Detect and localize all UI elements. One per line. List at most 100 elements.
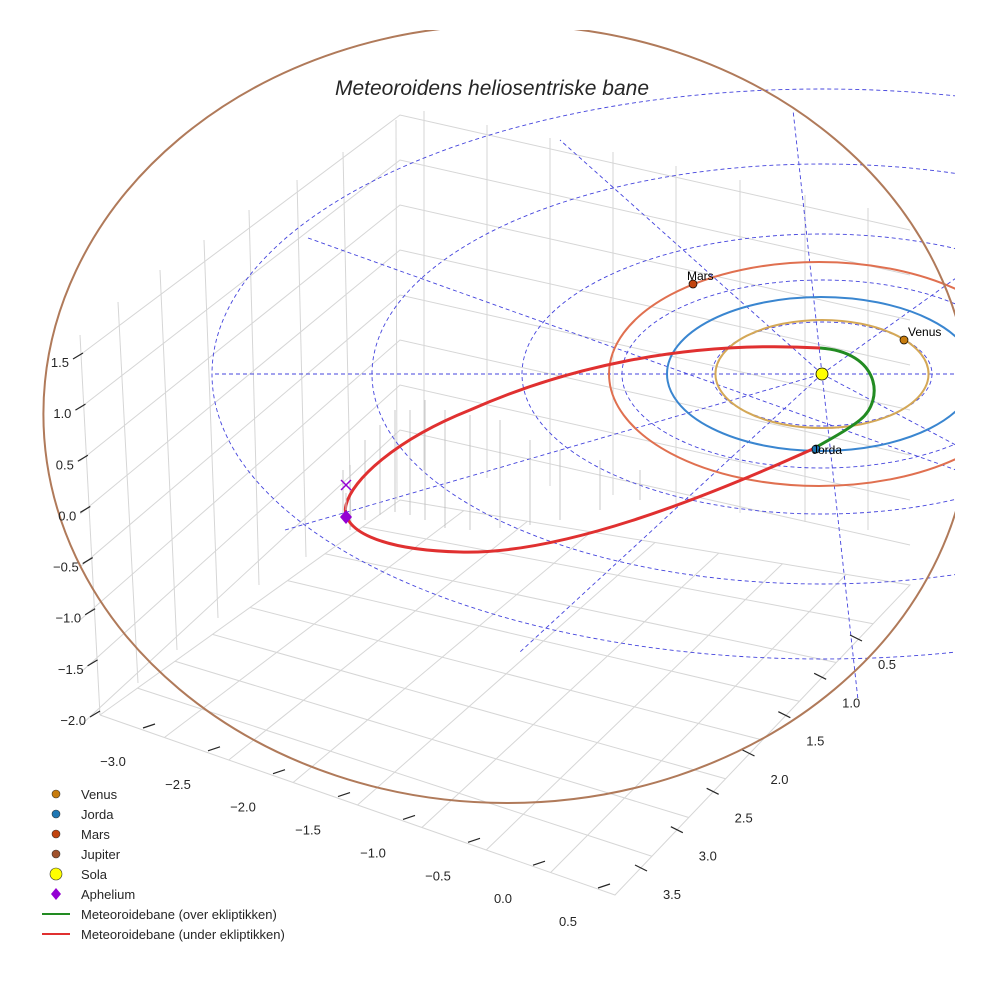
z-tick: [79, 505, 91, 513]
orbit-above-ecliptic: [814, 346, 876, 450]
x-tick: [532, 860, 546, 866]
z-tick-label: 1.0: [53, 406, 71, 421]
ecliptic-radial: [284, 373, 823, 531]
x-tick-label: −2.5: [165, 777, 191, 792]
orbit-mars: [608, 261, 955, 487]
y-tick-label: 0.5: [878, 657, 896, 672]
legend-swatch: [49, 867, 63, 881]
orbit-below-ecliptic: [343, 345, 821, 554]
grid-line: [79, 249, 911, 515]
legend-swatch: [51, 888, 61, 900]
ecliptic-radial: [519, 373, 823, 653]
planet-label-mars: Mars: [687, 269, 714, 283]
ecliptic-ring: [521, 233, 955, 515]
y-tick-label: 1.5: [806, 734, 824, 749]
grid-line: [395, 119, 398, 501]
grid-line: [79, 339, 911, 621]
legend-label: Meteoroidebane (over ekliptikken): [81, 907, 277, 922]
y-tick: [706, 787, 719, 795]
z-tick-label: −0.5: [53, 560, 79, 575]
z-tick: [75, 403, 86, 411]
y-tick: [742, 749, 755, 757]
grid-line: [550, 574, 847, 873]
legend-label: Mars: [81, 827, 110, 842]
legend-swatch: [51, 789, 61, 799]
grid-line: [357, 542, 656, 806]
grid-line: [79, 204, 911, 462]
grid-line: [362, 526, 874, 625]
legend-item: Jupiter: [51, 847, 121, 862]
floor-edge: [99, 499, 912, 896]
y-tick: [813, 672, 827, 680]
ecliptic-guides: [211, 88, 955, 701]
z-tick-label: −2.0: [60, 713, 86, 728]
z-tick-label: 0.5: [56, 457, 74, 472]
legend-label: Venus: [81, 787, 118, 802]
grid-line: [79, 429, 911, 727]
legend-item: Venus: [51, 787, 118, 802]
z-tick: [84, 608, 96, 616]
markers: Venus Jorda Mars: [340, 269, 941, 524]
z-tick: [77, 454, 89, 462]
grid-line: [296, 179, 307, 558]
legend-label: Jupiter: [81, 847, 121, 862]
aphelion-projection-marker: [340, 479, 352, 491]
y-tick-label: 3.5: [663, 887, 681, 902]
legend-label: Jorda: [81, 807, 114, 822]
ecliptic-ring: [211, 88, 955, 660]
x-tick-label: −1.0: [360, 845, 386, 860]
drop-lines: [342, 400, 641, 530]
z-tick: [87, 659, 98, 667]
z-tick: [82, 557, 94, 565]
aphelion-marker: [340, 510, 352, 524]
x-tick: [337, 792, 351, 798]
ecliptic-radial: [821, 373, 955, 446]
y-tick: [778, 711, 791, 719]
z-tick: [72, 352, 84, 360]
grid-line: [159, 269, 178, 651]
legend-item: Sola: [49, 867, 108, 882]
legend-item: Jorda: [51, 807, 114, 822]
x-tick: [142, 723, 156, 729]
ecliptic-radial: [821, 278, 955, 375]
x-tick-label: −0.5: [425, 868, 451, 883]
planet-marker-jorda: [811, 444, 821, 454]
x-tick-label: 0.0: [494, 891, 512, 906]
y-tick-label: 2.0: [770, 772, 788, 787]
grid-line: [117, 301, 139, 684]
legend-swatch: [51, 829, 61, 839]
x-tick-label: 0.5: [559, 914, 577, 929]
z-tick: [89, 710, 101, 718]
grid-line: [79, 294, 911, 568]
y-tick: [849, 634, 863, 642]
x-tick: [272, 769, 286, 775]
x-tick: [467, 837, 481, 843]
z-tick-label: −1.5: [58, 662, 84, 677]
grid-line: [79, 159, 911, 409]
x-tick-label: −1.5: [295, 823, 321, 838]
legend-swatch: [51, 809, 61, 819]
grid-line: [324, 553, 837, 663]
x-tick: [207, 746, 221, 752]
y-tick: [634, 864, 648, 872]
y-tick-label: 1.0: [842, 695, 860, 710]
ecliptic-radial: [821, 373, 859, 701]
grid-line: [79, 334, 101, 716]
grid-line: [203, 239, 219, 619]
x-tick-label: −3.0: [100, 754, 126, 769]
orbit-venus: [714, 319, 930, 429]
grid-line: [79, 384, 911, 674]
grid-line: [79, 114, 911, 356]
z-tick-label: 1.5: [51, 355, 69, 370]
legend-label: Meteoroidebane (under ekliptikken): [81, 927, 285, 942]
planet-marker-venus: [899, 335, 909, 345]
x-tick: [597, 883, 611, 889]
legend-swatch: [51, 849, 61, 859]
legend-item: Meteoroidebane (over ekliptikken): [42, 907, 277, 922]
planet-label-venus: Venus: [908, 325, 941, 339]
ecliptic-radial: [792, 109, 823, 375]
z-tick-label: 0.0: [58, 508, 76, 523]
legend-label: Aphelium: [81, 887, 135, 902]
sun-marker: [815, 367, 829, 381]
